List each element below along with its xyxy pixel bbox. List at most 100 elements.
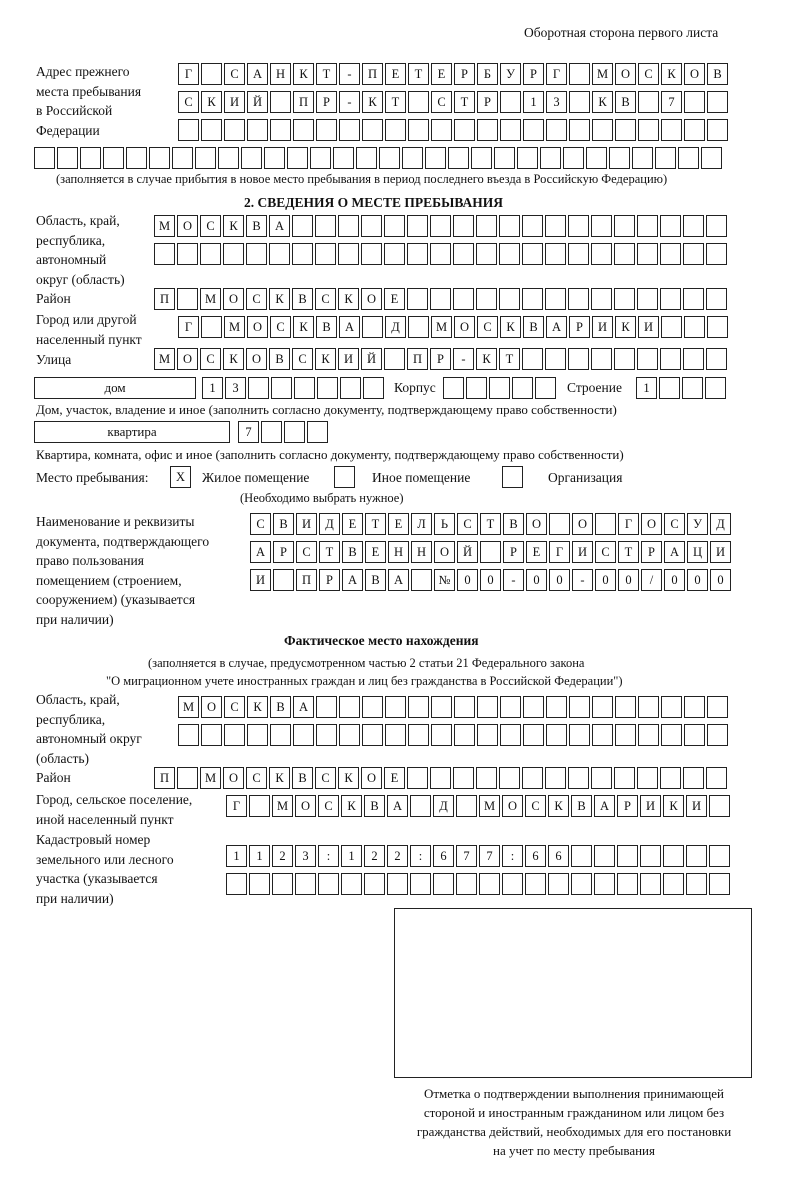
char-cell[interactable] (568, 288, 589, 310)
char-cell[interactable] (362, 724, 383, 746)
char-cell[interactable]: С (296, 541, 317, 563)
char-cell[interactable] (407, 215, 428, 237)
char-cell[interactable]: : (502, 845, 523, 867)
char-cell[interactable] (545, 348, 566, 370)
char-cell[interactable] (443, 377, 464, 399)
char-cell[interactable] (563, 147, 584, 169)
char-cell[interactable]: К (615, 316, 636, 338)
char-cell[interactable] (218, 147, 239, 169)
char-cell[interactable] (200, 243, 221, 265)
char-cell[interactable] (293, 119, 314, 141)
char-cell[interactable] (430, 215, 451, 237)
char-cell[interactable]: О (502, 795, 523, 817)
char-cell[interactable] (341, 873, 362, 895)
char-cell[interactable] (615, 724, 636, 746)
char-cell[interactable] (407, 288, 428, 310)
cadastral-row-2[interactable] (226, 873, 732, 895)
char-cell[interactable]: У (500, 63, 521, 85)
char-cell[interactable] (385, 696, 406, 718)
char-cell[interactable] (249, 795, 270, 817)
house-type-field[interactable]: дом (34, 377, 196, 399)
char-cell[interactable]: 1 (341, 845, 362, 867)
char-cell[interactable]: К (269, 767, 290, 789)
char-cell[interactable] (701, 147, 722, 169)
char-cell[interactable]: О (361, 288, 382, 310)
char-cell[interactable]: М (224, 316, 245, 338)
char-cell[interactable] (103, 147, 124, 169)
char-cell[interactable] (683, 288, 704, 310)
char-cell[interactable]: - (503, 569, 524, 591)
char-cell[interactable]: 7 (238, 421, 259, 443)
char-cell[interactable] (247, 724, 268, 746)
char-cell[interactable] (448, 147, 469, 169)
char-cell[interactable] (316, 724, 337, 746)
char-cell[interactable] (431, 119, 452, 141)
char-cell[interactable] (201, 724, 222, 746)
char-cell[interactable]: А (342, 569, 363, 591)
char-cell[interactable]: В (270, 696, 291, 718)
char-cell[interactable]: № (434, 569, 455, 591)
char-cell[interactable] (361, 215, 382, 237)
char-cell[interactable]: Е (365, 541, 386, 563)
char-cell[interactable] (476, 767, 497, 789)
char-cell[interactable] (241, 147, 262, 169)
char-cell[interactable]: Е (342, 513, 363, 535)
char-cell[interactable] (617, 873, 638, 895)
char-cell[interactable] (548, 873, 569, 895)
char-cell[interactable] (638, 696, 659, 718)
char-cell[interactable] (456, 873, 477, 895)
char-cell[interactable] (632, 147, 653, 169)
char-cell[interactable]: В (707, 63, 728, 85)
char-cell[interactable] (683, 767, 704, 789)
char-cell[interactable]: К (476, 348, 497, 370)
char-cell[interactable]: С (178, 91, 199, 113)
char-cell[interactable]: В (246, 215, 267, 237)
char-cell[interactable]: Т (618, 541, 639, 563)
char-cell[interactable]: Р (319, 569, 340, 591)
char-cell[interactable] (637, 288, 658, 310)
char-cell[interactable] (502, 873, 523, 895)
char-cell[interactable]: И (224, 91, 245, 113)
char-cell[interactable] (706, 348, 727, 370)
char-cell[interactable]: Е (431, 63, 452, 85)
checkbox-organization[interactable] (502, 466, 525, 488)
char-cell[interactable]: 0 (526, 569, 547, 591)
char-cell[interactable] (408, 724, 429, 746)
char-cell[interactable] (430, 288, 451, 310)
char-cell[interactable]: Т (365, 513, 386, 535)
char-cell[interactable] (271, 377, 292, 399)
char-cell[interactable]: 0 (457, 569, 478, 591)
char-cell[interactable]: 1 (249, 845, 270, 867)
char-cell[interactable]: Р (503, 541, 524, 563)
char-cell[interactable] (201, 119, 222, 141)
char-cell[interactable] (384, 348, 405, 370)
char-cell[interactable] (315, 243, 336, 265)
char-cell[interactable]: В (316, 316, 337, 338)
char-cell[interactable]: С (270, 316, 291, 338)
char-cell[interactable]: О (454, 316, 475, 338)
char-cell[interactable]: А (387, 795, 408, 817)
char-cell[interactable] (261, 421, 282, 443)
char-cell[interactable] (591, 243, 612, 265)
char-cell[interactable] (568, 243, 589, 265)
char-cell[interactable] (592, 724, 613, 746)
char-cell[interactable] (177, 288, 198, 310)
char-cell[interactable] (615, 119, 636, 141)
char-cell[interactable] (594, 873, 615, 895)
char-cell[interactable]: В (365, 569, 386, 591)
char-cell[interactable]: К (315, 348, 336, 370)
char-cell[interactable]: Р (273, 541, 294, 563)
char-cell[interactable]: К (223, 348, 244, 370)
char-cell[interactable] (678, 147, 699, 169)
char-cell[interactable]: И (572, 541, 593, 563)
char-cell[interactable] (592, 119, 613, 141)
char-cell[interactable] (270, 119, 291, 141)
char-cell[interactable] (707, 696, 728, 718)
char-cell[interactable] (316, 119, 337, 141)
char-cell[interactable] (709, 873, 730, 895)
char-cell[interactable]: О (246, 348, 267, 370)
char-cell[interactable] (318, 873, 339, 895)
